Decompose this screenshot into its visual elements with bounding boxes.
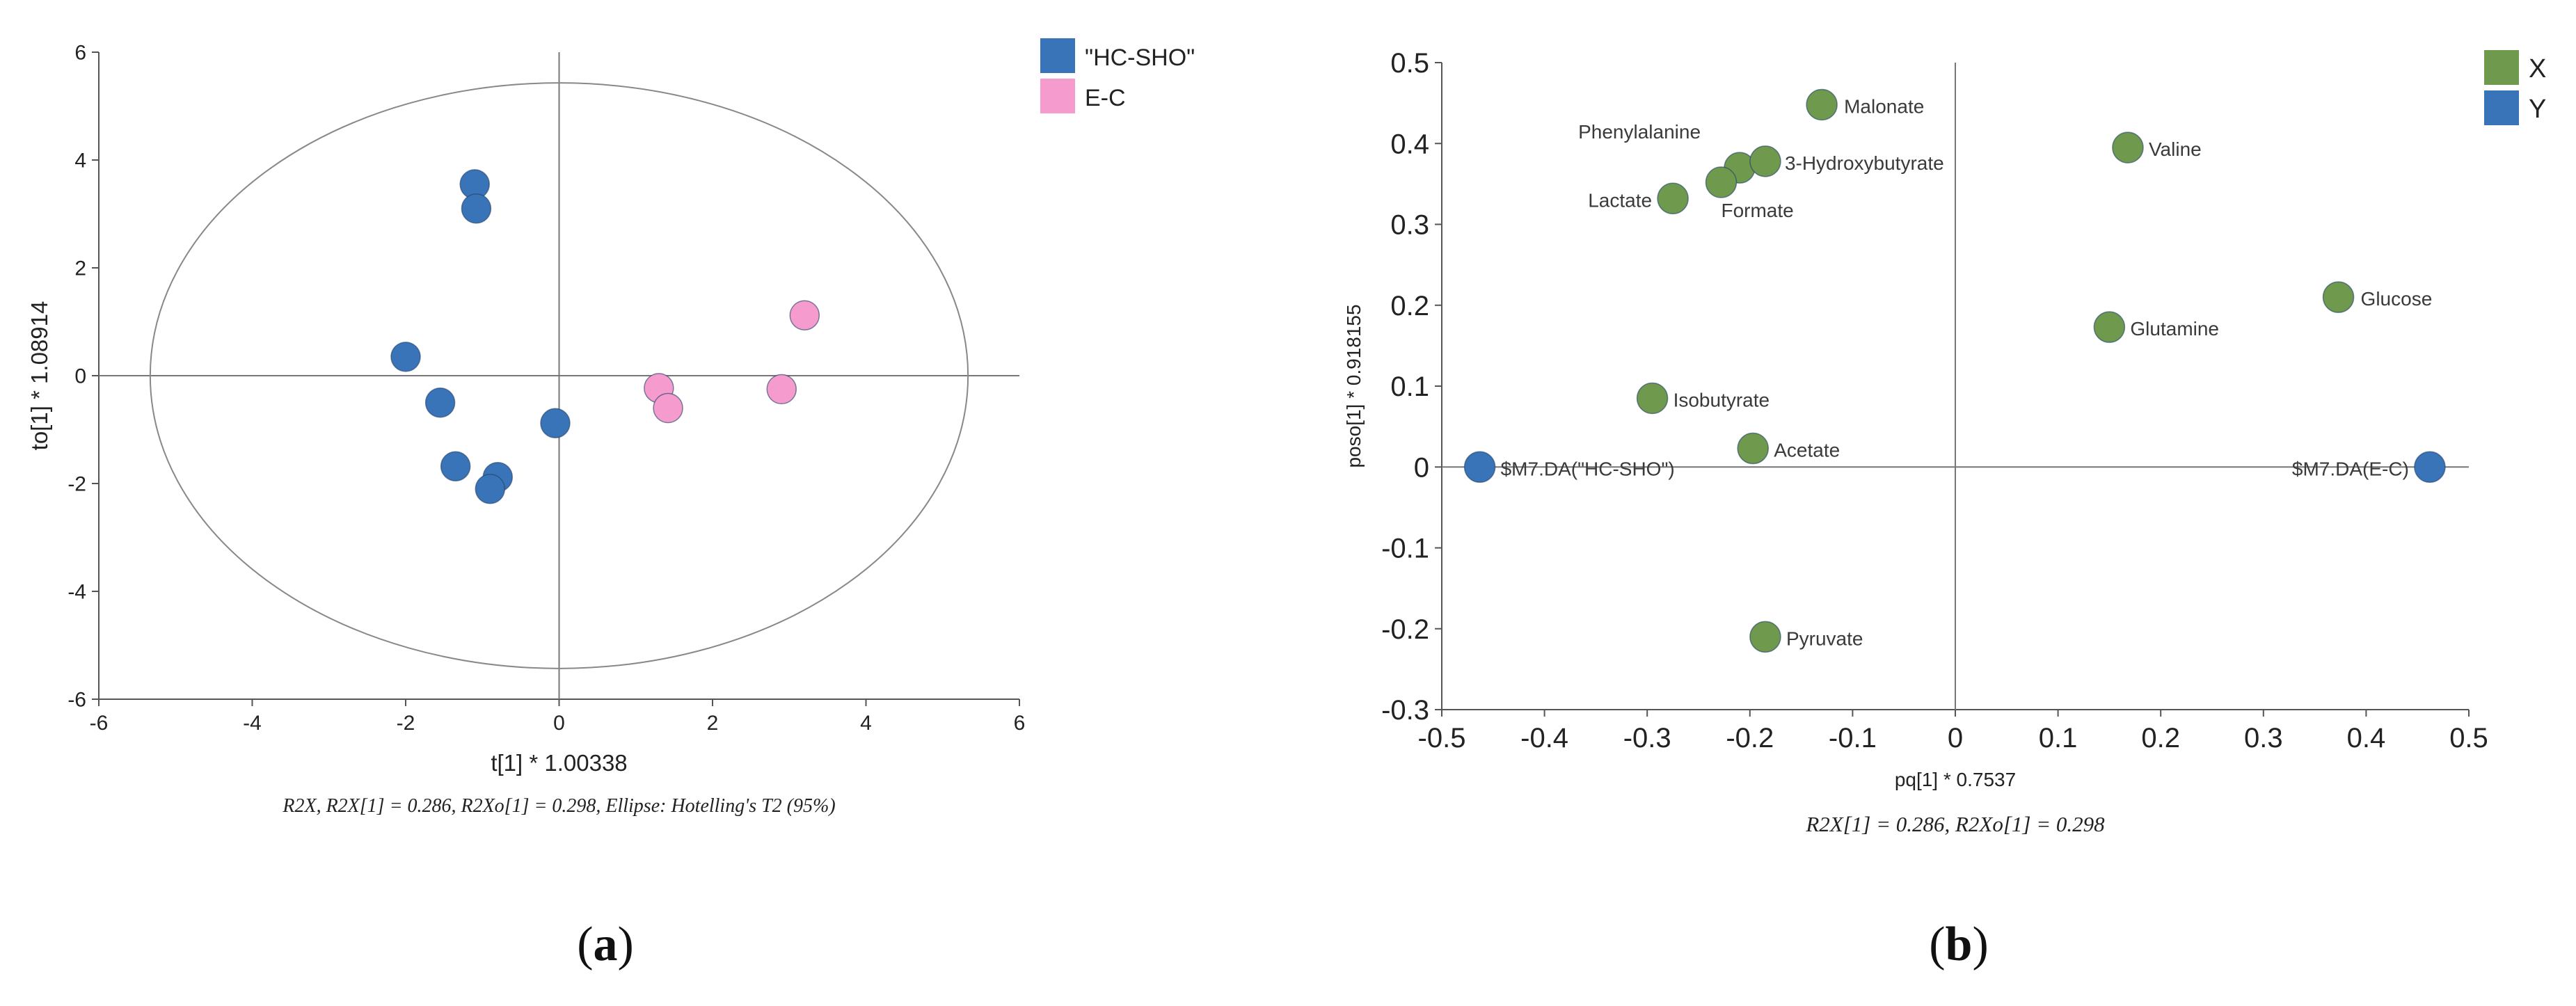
x-tick-label: 0.1: [2039, 723, 2078, 753]
point-label: Isobutyrate: [1673, 389, 1770, 410]
panel-a-chart: -6 -4 -2 0 2 4 6 6 4 2 0 -2 -4 -6 t[1] * 1.00338 to[1] …: [26, 38, 1195, 971]
point-label: $M7.DA(E-C): [2292, 458, 2409, 479]
loading-point-y: [2414, 451, 2446, 483]
y-tick-label: -0.2: [1381, 614, 1429, 645]
y-tick-label: -6: [67, 689, 86, 712]
loading-point-x: [1749, 145, 1781, 177]
point-label: Pyruvate: [1786, 628, 1863, 649]
point-label: Phenylalanine: [1578, 121, 1701, 143]
data-point: [440, 451, 471, 481]
loading-point-x: [2322, 281, 2355, 313]
loading-point-x: [1705, 166, 1738, 198]
legend-swatch: [1040, 79, 1075, 113]
point-label: Acetate: [1774, 440, 1840, 461]
x-tick-label: 0.5: [2449, 723, 2488, 753]
y-tick-label: 0: [1414, 452, 1429, 483]
y-tick-label: 0.5: [1390, 48, 1429, 79]
y-axis-label: poso[1] * 0.918155: [1343, 304, 1365, 468]
x-tick-label: -0.5: [1418, 723, 1466, 753]
x-tick-label: -2: [397, 712, 415, 735]
x-tick-label: 0.2: [2141, 723, 2180, 753]
data-point: [475, 474, 506, 504]
point-label: Lactate: [1588, 189, 1652, 211]
point-label: Glutamine: [2130, 318, 2219, 340]
loading-point-x: [1749, 621, 1781, 653]
data-point: [461, 193, 492, 224]
loading-point-x: [2112, 131, 2144, 163]
x-tick-label: -0.3: [1623, 723, 1671, 753]
y-tick-label: -0.3: [1381, 695, 1429, 726]
x-tick-label: 0.3: [2244, 723, 2283, 753]
y-axis-label: to[1] * 1.08914: [26, 301, 52, 451]
x-tick-label: 2: [707, 712, 719, 735]
legend-label: E-C: [1085, 85, 1126, 111]
x-tick-label: 0.4: [2347, 723, 2386, 753]
x-tick-label: -4: [243, 712, 262, 735]
loading-point-y: [1463, 451, 1496, 483]
loading-point-x: [1806, 88, 1838, 121]
data-point: [390, 342, 421, 372]
hotelling-ellipse: [149, 82, 969, 669]
loading-point-x: [1636, 382, 1669, 415]
legend-swatch: [2484, 50, 2519, 85]
loading-point-x: [1657, 182, 1689, 215]
data-point: [653, 392, 683, 424]
legend-label: "HC-SHO": [1085, 45, 1195, 71]
chart-caption: R2X, R2X[1] = 0.286, R2Xo[1] = 0.298, El…: [282, 795, 835, 817]
point-label: 3-Hydroxybutyrate: [1785, 152, 1944, 174]
x-tick-label: 4: [860, 712, 872, 735]
panel-label: (b): [1929, 918, 1989, 971]
chart-caption: R2X[1] = 0.286, R2Xo[1] = 0.298: [1805, 812, 2105, 836]
y-tick-label: -4: [67, 581, 86, 604]
y-tick-label: -0.1: [1381, 534, 1429, 564]
point-label: Formate: [1721, 200, 1793, 221]
y-tick-label: 0: [74, 365, 86, 388]
loading-point-x: [2093, 311, 2126, 343]
x-axis-label: t[1] * 1.00338: [491, 750, 627, 776]
data-point: [424, 388, 456, 418]
y-tick-label: 0.3: [1390, 210, 1429, 241]
data-point: [540, 408, 571, 438]
x-tick-label: -0.4: [1520, 723, 1568, 753]
x-tick-label: -0.2: [1726, 723, 1774, 753]
legend-swatch: [1040, 38, 1075, 73]
y-tick-label: 4: [74, 150, 86, 173]
x-tick-label: 0: [553, 712, 565, 735]
y-tick-label: 0.4: [1390, 129, 1429, 159]
data-point: [789, 300, 820, 330]
legend-swatch: [2484, 90, 2519, 125]
point-label: Glucose: [2361, 288, 2433, 310]
x-tick-label: -0.1: [1829, 723, 1877, 753]
x-axis-label: pq[1] * 0.7537: [1895, 769, 2016, 790]
point-label: Valine: [2149, 138, 2202, 160]
point-label: $M7.DA("HC-SHO"): [1501, 458, 1675, 479]
y-tick-label: 6: [74, 42, 86, 65]
y-tick-label: 2: [74, 257, 86, 280]
point-label: Malonate: [1844, 95, 1924, 117]
x-tick-label: -6: [90, 712, 109, 735]
loading-point-x: [1737, 432, 1769, 465]
data-point: [766, 374, 797, 405]
panel-label: (a): [577, 918, 634, 971]
x-tick-label: 0: [1948, 723, 1963, 753]
legend-label: Y: [2529, 95, 2546, 124]
x-tick-label: 6: [1014, 712, 1026, 735]
y-tick-label: 0.1: [1390, 372, 1429, 402]
panel-b-chart: -0.5 -0.4 -0.3 -0.2 -0.1 0 0.1 0.2 0.3 0.4 0.5 0.5 0…: [1343, 48, 2546, 971]
legend-label: X: [2529, 54, 2546, 83]
y-tick-label: -2: [67, 473, 86, 496]
y-tick-label: 0.2: [1390, 291, 1429, 321]
